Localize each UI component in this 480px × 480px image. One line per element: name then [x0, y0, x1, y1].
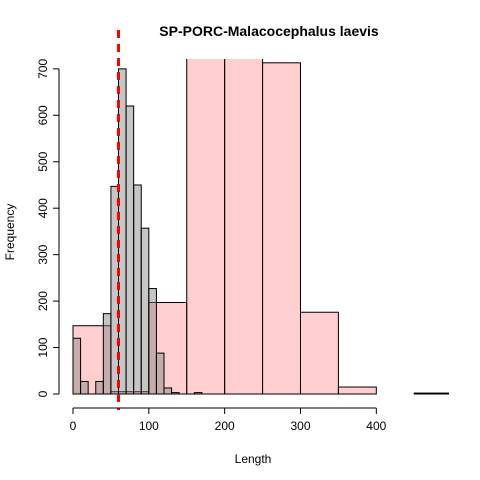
histogram-bar [413, 392, 449, 395]
x-tick-label: 0 [70, 419, 77, 433]
histogram-bar [125, 105, 135, 395]
y-axis-label: Frequency [3, 204, 17, 261]
histogram-bar [133, 184, 142, 395]
histogram-bar [262, 62, 301, 395]
histogram-bar [72, 325, 112, 395]
x-tick-label: 300 [290, 419, 310, 433]
histogram-bar [95, 380, 104, 395]
histogram-bar [337, 386, 377, 395]
histogram-bar [163, 387, 173, 395]
histogram-bar [155, 352, 165, 395]
histogram-bar [72, 337, 82, 395]
histogram-bar [224, 59, 264, 395]
y-tick-label: 100 [36, 337, 50, 357]
plot-area: 0 100 200 300 400 0 100 200 300 400 500 600 700 [36, 30, 449, 433]
histogram-bar [193, 392, 203, 395]
x-tick-label: 200 [215, 419, 235, 433]
y-tick-label: 700 [36, 59, 50, 79]
bars-group [72, 59, 449, 395]
histogram-bar [171, 392, 180, 395]
histogram-bar [140, 227, 150, 395]
x-axis-label: Length [235, 452, 272, 466]
x-tick-label: 400 [366, 419, 386, 433]
x-tick-label: 100 [139, 419, 159, 433]
histogram-bar [148, 288, 157, 395]
y-tick-label: 400 [36, 198, 50, 218]
histogram-bar [80, 380, 89, 395]
histogram-bar [299, 311, 339, 395]
chart-title: SP-PORC-Malacocephalus laevis [159, 23, 379, 39]
y-tick-label: 0 [36, 390, 50, 397]
histogram-bar [102, 313, 112, 395]
y-tick-label: 500 [36, 151, 50, 171]
y-tick-label: 200 [36, 291, 50, 311]
y-tick-label: 300 [36, 244, 50, 264]
histogram-bar [186, 59, 226, 395]
y-tick-label: 600 [36, 105, 50, 125]
